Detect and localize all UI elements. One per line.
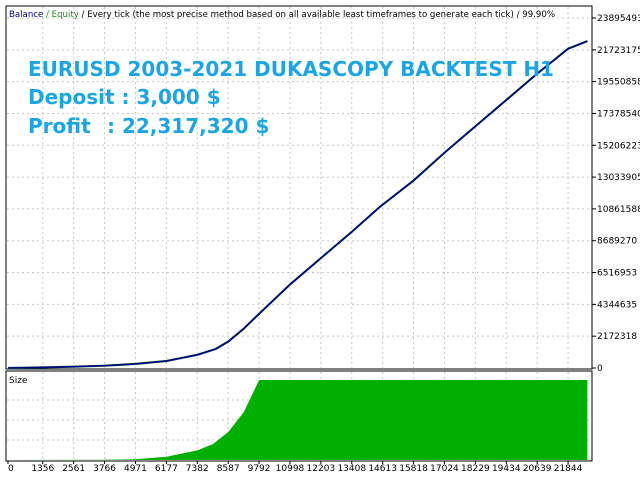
x-tick-label: 2561 [62,464,85,474]
x-tick-label: 4971 [124,464,147,474]
x-tick-label: 8587 [217,464,240,474]
modeling-description: Every tick (the most precise method base… [87,10,514,20]
size-panel-label: Size [9,376,28,386]
x-tick-label: 19434 [492,464,521,474]
y-tick-label: 23895493 [597,14,640,24]
x-tick-label: 14613 [368,464,397,474]
x-tick-label: 1356 [31,464,54,474]
y-tick-label: 2172318 [597,332,637,342]
y-axis-labels: 0 2172318 4344635 6516953 8689270 10861588 130… [597,14,640,374]
annotation-profit-label: Profit [28,114,91,138]
x-tick-label: 7382 [186,464,209,474]
y-tick-label: 13033905 [597,173,640,183]
x-tick-label: 20639 [523,464,552,474]
y-tick-label: 21723175 [597,46,640,56]
x-axis-labels: 0 1356 2561 3766 4971 6177 7382 8587 9792 10998 12… [8,464,583,474]
y-tick-label: 8689270 [597,237,637,247]
x-tick-label: 17024 [430,464,459,474]
annotation-profit-value: : 22,317,320 $ [107,114,269,138]
x-tick-label: 0 [8,464,14,474]
x-tick-label: 10998 [276,464,305,474]
x-tick-label: 18229 [461,464,490,474]
modeling-quality: 99.90% [522,10,555,20]
x-tick-label: 21844 [554,464,583,474]
balance-legend[interactable]: Balance [9,10,43,20]
y-tick-label: 6516953 [597,269,637,279]
y-tick-label: 0 [597,364,603,374]
annotation-title: EURUSD 2003-2021 DUKASCOPY BACKTEST H1 [28,57,554,81]
x-tick-label: 9792 [248,464,271,474]
x-tick-label: 13408 [337,464,366,474]
size-layer [8,380,588,460]
balance-layer [7,40,588,369]
equity-legend[interactable]: Equity [52,10,79,20]
balance-panel-frame [5,5,593,370]
y-tick-label: 19550858 [597,78,640,88]
y-tick-label: 4344635 [597,300,637,310]
y-tick-label: 17378540 [597,109,640,119]
y-tick-label: 10861588 [597,205,640,215]
balance-panel-grid [7,7,596,369]
x-tick-label: 12203 [307,464,336,474]
annotation-deposit: Deposit : 3,000 $ [28,85,221,109]
y-tick-label: 15206223 [597,141,640,151]
x-tick-label: 15818 [399,464,428,474]
chart-header: Balance / Equity / Every tick (the most … [9,10,555,20]
x-tick-label: 6177 [155,464,178,474]
size-area [8,380,588,460]
x-tick-label: 3766 [93,464,116,474]
balance-line [7,40,588,369]
